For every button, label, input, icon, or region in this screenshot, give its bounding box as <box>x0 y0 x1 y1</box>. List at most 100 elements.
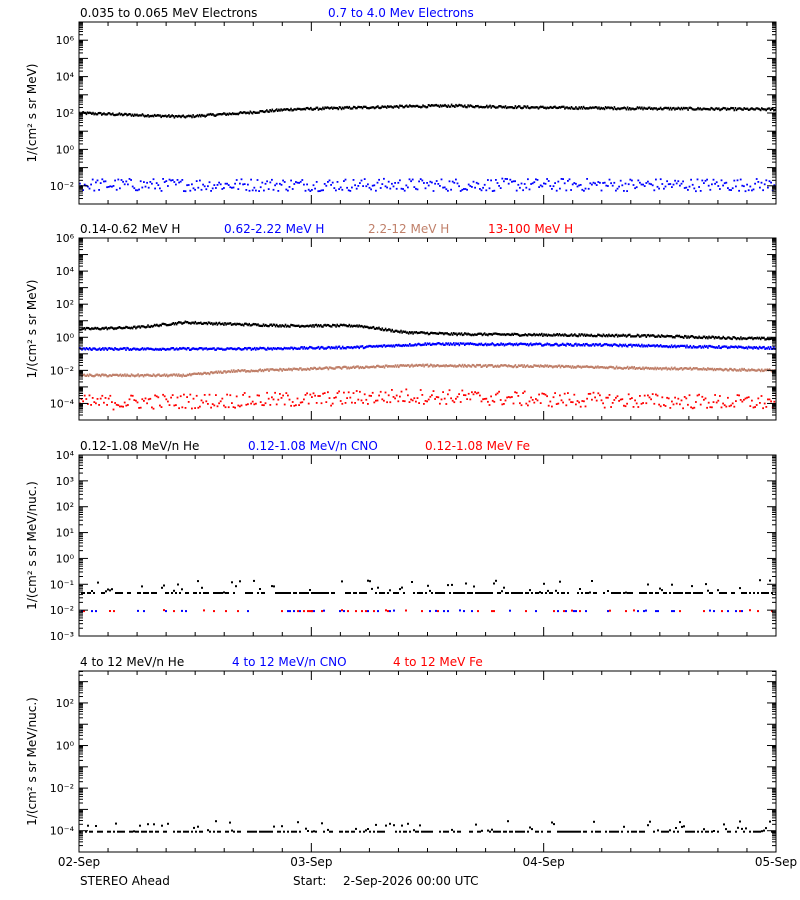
data-point <box>724 345 727 348</box>
data-point <box>536 179 539 181</box>
data-point <box>159 187 161 190</box>
data-point <box>686 107 688 110</box>
data-point <box>321 108 323 111</box>
data-point <box>333 187 336 189</box>
data-point <box>455 342 457 345</box>
data-point <box>631 345 633 348</box>
data-point <box>687 367 689 370</box>
data-point <box>453 342 455 345</box>
data-point <box>224 322 226 325</box>
data-point <box>630 343 632 346</box>
data-point <box>639 830 641 833</box>
data-point <box>599 107 601 111</box>
data-point <box>495 393 497 396</box>
data-point <box>565 334 567 337</box>
data-point <box>193 372 195 375</box>
data-point <box>640 367 642 370</box>
data-point <box>245 592 247 594</box>
data-point <box>698 186 700 188</box>
data-point <box>555 189 558 192</box>
data-point <box>306 183 308 186</box>
data-point <box>674 179 676 182</box>
data-point <box>633 609 635 612</box>
data-point <box>117 592 119 594</box>
data-point <box>229 322 232 325</box>
data-point <box>420 344 422 347</box>
data-point <box>247 324 249 327</box>
data-point <box>543 106 545 109</box>
data-point <box>341 345 344 348</box>
data-point <box>506 365 509 368</box>
data-point <box>211 347 213 350</box>
data-point <box>185 115 188 118</box>
data-point <box>507 820 509 823</box>
data-point <box>687 346 689 349</box>
data-point <box>275 592 277 594</box>
data-point <box>105 326 107 329</box>
data-point <box>197 186 200 189</box>
data-point <box>654 366 656 369</box>
data-point <box>268 347 270 351</box>
data-point <box>135 374 137 377</box>
data-point <box>561 830 563 833</box>
data-point <box>752 368 754 372</box>
data-point <box>179 321 181 324</box>
y-tick-label: 10⁶ <box>56 232 75 245</box>
data-point <box>123 347 125 350</box>
data-point <box>280 397 283 399</box>
data-point <box>708 335 710 338</box>
data-point <box>121 830 123 833</box>
data-point <box>514 364 517 367</box>
data-point <box>170 115 172 118</box>
data-point <box>472 393 475 396</box>
data-point <box>97 581 99 584</box>
data-point <box>741 346 743 349</box>
data-point <box>538 333 541 336</box>
data-point <box>556 106 558 110</box>
data-point <box>334 347 336 350</box>
data-point <box>244 369 246 372</box>
data-point <box>307 830 309 832</box>
data-point <box>464 363 466 367</box>
data-point <box>678 345 681 348</box>
data-point <box>505 830 507 833</box>
data-point <box>435 103 437 107</box>
data-point <box>403 330 406 333</box>
data-point <box>718 368 720 371</box>
data-point <box>396 105 399 108</box>
data-point <box>541 365 543 368</box>
data-point <box>322 189 324 192</box>
data-point <box>613 367 616 370</box>
data-point <box>153 374 156 377</box>
data-point <box>763 369 765 372</box>
data-point <box>155 182 158 184</box>
data-point <box>346 325 348 328</box>
data-point <box>477 343 479 347</box>
data-point <box>126 326 128 329</box>
data-point <box>106 328 109 331</box>
data-point <box>362 326 365 329</box>
data-point <box>615 108 618 111</box>
data-point <box>575 403 577 406</box>
data-point <box>457 365 459 368</box>
data-point <box>497 364 499 367</box>
data-point <box>324 323 326 326</box>
legend-entry: 0.12-1.08 MeV/n He <box>80 439 199 453</box>
data-point <box>296 324 299 327</box>
data-point <box>760 395 763 397</box>
data-point <box>316 325 319 328</box>
data-point <box>421 179 424 182</box>
data-point <box>509 178 512 181</box>
data-point <box>248 189 251 192</box>
legend-entry: 0.62-2.22 MeV H <box>224 222 324 236</box>
data-point <box>98 328 101 331</box>
data-point <box>591 580 593 582</box>
data-point <box>390 365 392 368</box>
data-point <box>87 348 90 351</box>
data-point <box>493 610 495 613</box>
data-point <box>714 368 717 372</box>
data-point <box>282 324 285 327</box>
data-point <box>377 830 379 833</box>
data-point <box>556 343 558 346</box>
data-point <box>207 321 210 324</box>
